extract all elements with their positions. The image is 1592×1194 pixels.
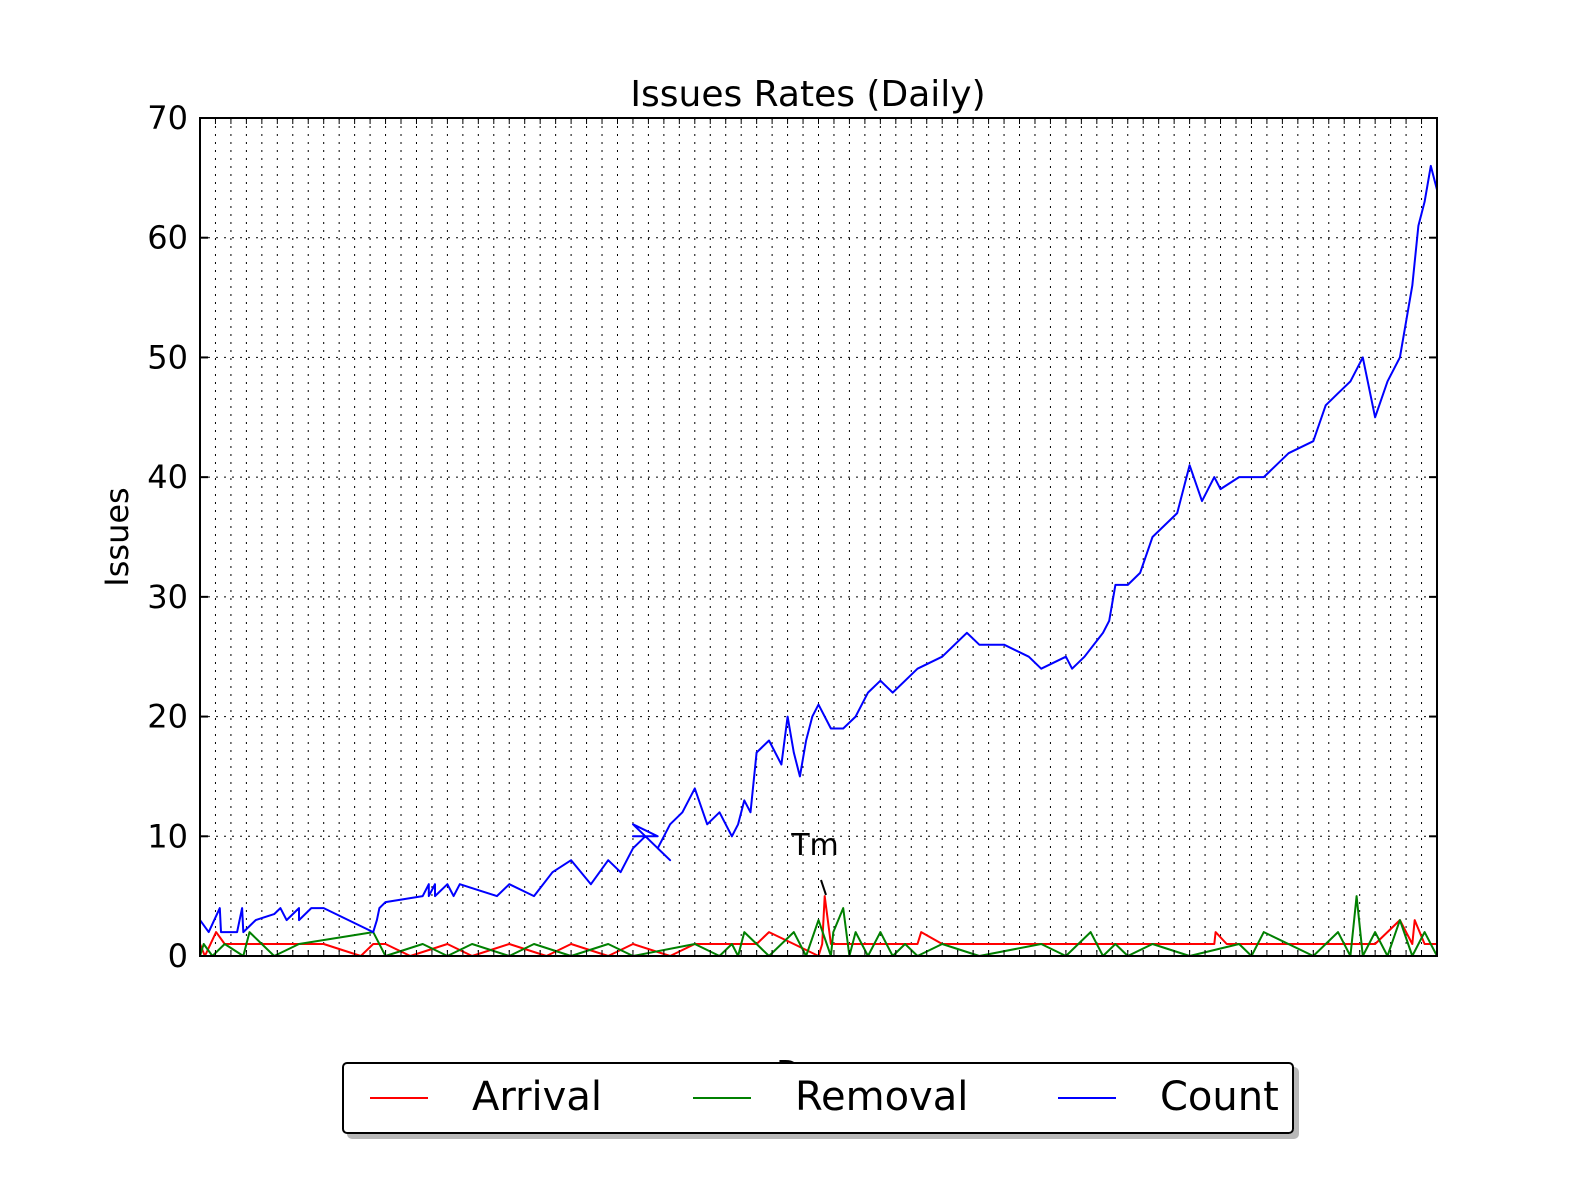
- series-count-line: [199, 164, 1438, 934]
- legend-label-arrival: Arrival: [472, 1074, 602, 1120]
- annotation: Tm: [790, 828, 839, 896]
- y-tick-label: 40: [147, 458, 188, 496]
- legend-label-removal: Removal: [795, 1074, 968, 1120]
- y-tick-label: 0: [168, 937, 188, 975]
- y-axis: 0 10 20 30 40 50 60 70: [147, 99, 1437, 975]
- legend: Arrival Removal Count: [342, 1062, 1294, 1134]
- y-tick-label: 20: [147, 698, 188, 736]
- legend-item-count: Count: [1058, 1074, 1279, 1120]
- annotation-text: Tm: [790, 828, 839, 863]
- y-axis-label: Issues: [98, 487, 136, 586]
- y-tick-label: 70: [147, 99, 188, 137]
- legend-box: [342, 1062, 1294, 1134]
- legend-item-removal: Removal: [693, 1074, 968, 1120]
- x-axis: [199, 118, 1438, 956]
- legend-label-count: Count: [1160, 1074, 1279, 1120]
- y-tick-label: 60: [147, 219, 188, 257]
- y-tick-label: 30: [147, 578, 188, 616]
- y-tick-label: 50: [147, 338, 188, 376]
- y-tick-label: 10: [147, 817, 188, 855]
- annotation-arrow: [820, 879, 827, 896]
- chart-title: Issues Rates (Daily): [630, 74, 985, 115]
- legend-item-arrival: Arrival: [370, 1074, 602, 1120]
